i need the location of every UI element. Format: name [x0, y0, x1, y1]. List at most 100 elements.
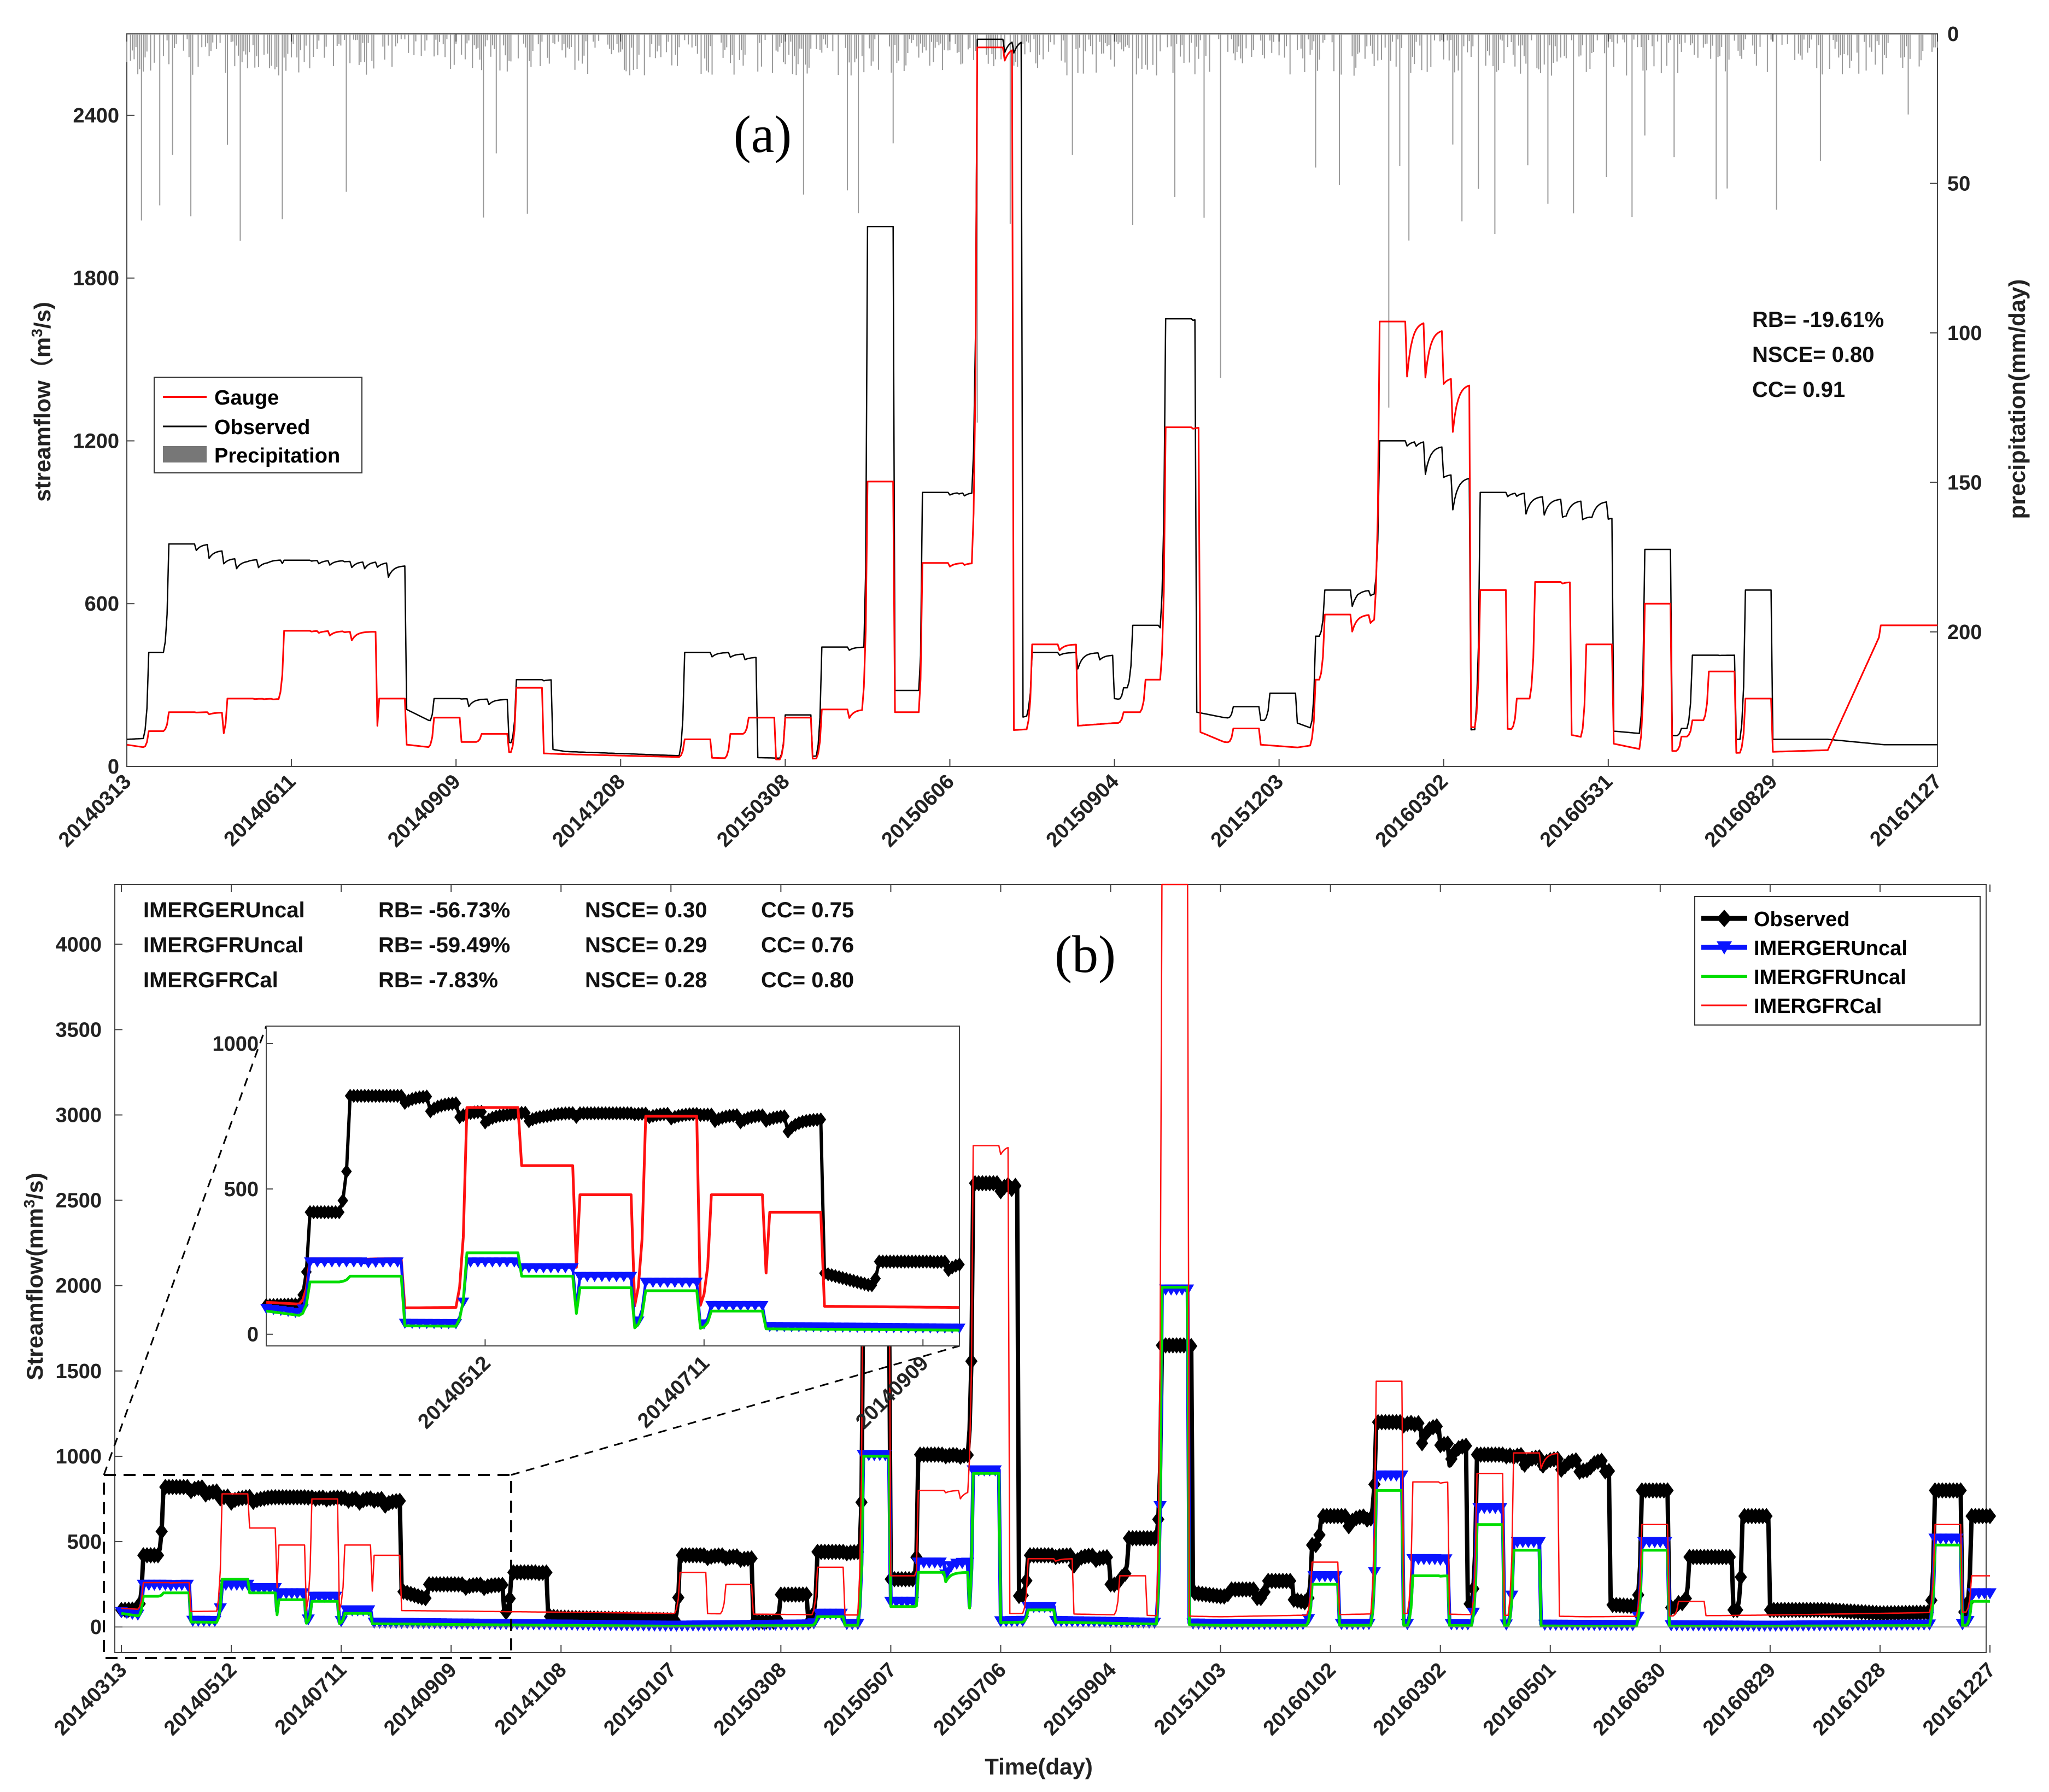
stat-nsce-1: NSCE= 0.30	[585, 898, 707, 922]
stat-rb-1: RB= -56.73%	[378, 898, 510, 922]
b-marker-imergeruncal	[1494, 1503, 1508, 1514]
b-marker-imergeruncal	[933, 1557, 947, 1569]
inset-ytick-label: 0	[247, 1323, 259, 1346]
b-marker-observed	[1602, 1462, 1615, 1479]
b-ytick-label: 2500	[55, 1190, 102, 1213]
b-ytick-label: 3500	[55, 1018, 102, 1041]
legend-b-imergfruncal: IMERGFRUncal	[1754, 966, 1906, 989]
legend-b-imergfrcal: IMERGFRCal	[1754, 995, 1882, 1018]
legend-observed: Observed	[214, 416, 310, 439]
inset-marker-observed	[337, 1193, 348, 1208]
panel-a-ylabel-main: streamflow（m	[30, 337, 55, 502]
panel-a-stat-cc: CC= 0.91	[1752, 378, 1845, 402]
inset-series	[260, 1088, 965, 1334]
panel-a-series	[126, 38, 1937, 760]
legend-marker-imergeruncal	[1717, 941, 1732, 954]
b-marker-observed	[394, 1492, 406, 1509]
b-marker-observed	[1020, 1572, 1033, 1589]
b-marker-observed	[151, 1547, 165, 1564]
b-marker-observed	[745, 1550, 758, 1567]
inset-marker-observed	[341, 1164, 352, 1179]
panel-b-label: (b)	[1055, 925, 1116, 983]
legend-marker-observed-b	[1717, 910, 1732, 927]
inset-marker-imergeruncal	[289, 1308, 302, 1318]
panel-b-frame	[114, 884, 1987, 1653]
panel-a-ylabel-sup: 3	[28, 329, 45, 337]
b-marker-observed	[1679, 1590, 1692, 1607]
b-marker-imergeruncal	[1043, 1602, 1057, 1613]
b-marker-observed	[504, 1590, 516, 1607]
panel-a-y2-ticks: 0 50 100 150 200	[1930, 23, 1982, 644]
panel-a-label: (a)	[734, 105, 792, 163]
inset-ytick-label: 500	[224, 1178, 259, 1201]
inset-marker-observed	[870, 1271, 881, 1286]
zoom-region-box	[103, 1474, 512, 1659]
b-marker-observed	[1460, 1437, 1472, 1454]
inset-marker-observed	[731, 1108, 742, 1123]
b-marker-observed	[1100, 1549, 1114, 1566]
panel-a-frame	[126, 33, 1938, 767]
inset-frame	[266, 1026, 960, 1346]
a-ytick-label: 1800	[73, 267, 119, 290]
b-marker-imergeruncal	[988, 1465, 1002, 1477]
panel-a-legend: Gauge Observed Precipitation	[154, 377, 362, 473]
inset-marker-imergeruncal	[508, 1257, 520, 1268]
zoom-connector-right	[511, 1345, 960, 1476]
b-ytick-label: 2000	[55, 1275, 102, 1298]
a-y2tick-label: 0	[1947, 23, 1959, 46]
stat-product-1: IMERGERUncal	[143, 898, 305, 922]
b-marker-observed	[155, 1523, 168, 1540]
legend-b-imergeruncal: IMERGERUncal	[1754, 937, 1907, 960]
panel-b-y-ticks: 0 500 1000 1500 2000 2500 3000 3500 4000	[55, 933, 1986, 1639]
stat-cc-3: CC= 0.80	[761, 968, 854, 992]
b-marker-observed	[961, 1447, 974, 1463]
panel-a-ylabel: streamflow（m3/s)	[28, 302, 56, 502]
zoom-connector-left	[103, 1026, 267, 1475]
b-marker-observed	[1412, 1415, 1425, 1432]
b-marker-observed	[496, 1577, 509, 1594]
panel-b-legend: Observed IMERGERUncal IMERGFRUncal IMERG…	[1694, 896, 1981, 1026]
legend-precipitation: Precipitation	[214, 444, 340, 467]
b-line-imergfrcal	[121, 883, 1990, 1618]
b-ytick-label: 3000	[55, 1104, 102, 1127]
a-ytick-label: 600	[85, 593, 119, 616]
a-ytick-label: 2400	[73, 104, 119, 127]
stat-rb-3: RB= -7.83%	[378, 968, 498, 992]
legend-b-observed: Observed	[1754, 908, 1849, 931]
panel-a-y2label: precipitation(mm/day)	[2004, 279, 2030, 519]
b-marker-observed	[1983, 1508, 1997, 1525]
b-ytick-label: 1000	[55, 1445, 102, 1468]
inset-marker-imergeruncal	[953, 1323, 965, 1334]
b-marker-observed	[1441, 1435, 1454, 1452]
stat-rb-2: RB= -59.49%	[378, 933, 510, 957]
b-marker-observed	[1760, 1508, 1773, 1525]
b-marker-observed	[1119, 1565, 1132, 1582]
inset-marker-observed	[450, 1096, 461, 1111]
b-marker-imergeruncal	[1395, 1470, 1409, 1482]
b-marker-observed	[1313, 1526, 1326, 1543]
inset-marker-observed	[815, 1112, 827, 1127]
b-ytick-label: 1500	[55, 1360, 102, 1383]
b-marker-observed	[1661, 1482, 1674, 1499]
inset-line-imergfruncal	[266, 1251, 960, 1332]
panel-b-ylabel: Streamflow(mm3/s)	[21, 1173, 48, 1380]
line-gauge	[126, 46, 1937, 760]
inset-y-ticks: 0 500 1000	[212, 1033, 273, 1346]
panel-b-stats: IMERGERUncal RB= -56.73% NSCE= 0.30 CC= …	[143, 898, 854, 992]
legend-swatch-precipitation	[163, 446, 207, 462]
panel-a-ylabel-tail: /s)	[30, 302, 55, 329]
inset-marker-imergeruncal	[690, 1278, 703, 1288]
stat-nsce-3: NSCE= 0.28	[585, 968, 707, 992]
panel-b-ylabel-main: Streamflow(mm	[22, 1208, 48, 1380]
inset-marker-imergeruncal	[625, 1272, 637, 1282]
inset-ytick-label: 1000	[212, 1033, 259, 1056]
b-marker-observed	[1735, 1568, 1747, 1585]
inset-marker-imergeruncal	[756, 1301, 769, 1311]
panel-a-y-ticks: 0 600 1200 1800 2400	[73, 104, 134, 778]
inset-marker-imergeruncal	[362, 1258, 374, 1269]
a-y2tick-label: 200	[1947, 621, 1982, 644]
panel-a-stat-nsce: NSCE= 0.80	[1752, 343, 1874, 367]
b-marker-observed	[419, 1590, 432, 1607]
